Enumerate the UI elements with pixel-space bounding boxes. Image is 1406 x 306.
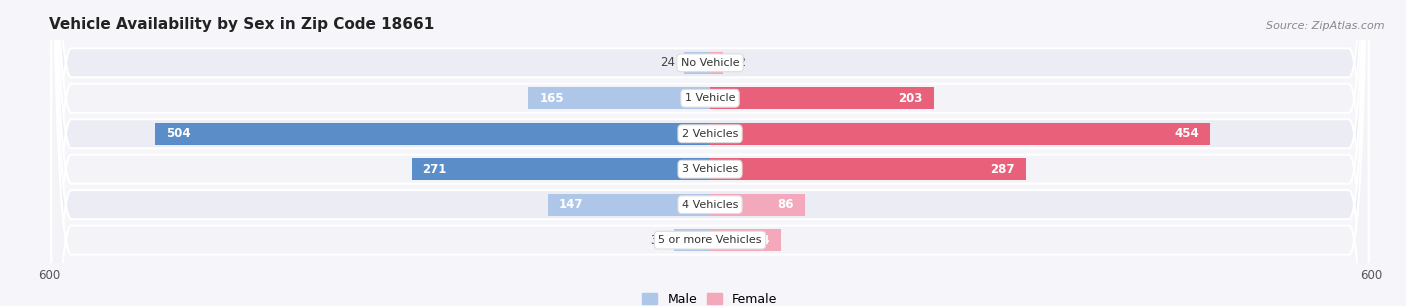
Text: 24: 24 xyxy=(659,56,675,69)
Text: 203: 203 xyxy=(898,92,922,105)
Bar xyxy=(548,194,710,216)
Bar xyxy=(710,229,780,251)
Bar xyxy=(412,158,710,180)
Text: 86: 86 xyxy=(778,198,794,211)
Text: 64: 64 xyxy=(754,233,769,247)
Text: 287: 287 xyxy=(991,163,1015,176)
Bar xyxy=(529,87,710,109)
Text: 33: 33 xyxy=(650,233,665,247)
FancyBboxPatch shape xyxy=(52,0,1368,306)
Text: Source: ZipAtlas.com: Source: ZipAtlas.com xyxy=(1267,21,1385,32)
Bar xyxy=(683,52,710,74)
Bar xyxy=(155,123,710,145)
Text: 5 or more Vehicles: 5 or more Vehicles xyxy=(658,235,762,245)
FancyBboxPatch shape xyxy=(52,0,1368,306)
Text: No Vehicle: No Vehicle xyxy=(681,58,740,68)
Bar xyxy=(710,123,1211,145)
Text: 454: 454 xyxy=(1174,127,1199,140)
FancyBboxPatch shape xyxy=(52,0,1368,306)
FancyBboxPatch shape xyxy=(52,0,1368,306)
Text: 3 Vehicles: 3 Vehicles xyxy=(682,164,738,174)
Text: Vehicle Availability by Sex in Zip Code 18661: Vehicle Availability by Sex in Zip Code … xyxy=(49,17,434,32)
FancyBboxPatch shape xyxy=(52,0,1368,306)
Text: 271: 271 xyxy=(423,163,447,176)
Bar xyxy=(710,52,723,74)
FancyBboxPatch shape xyxy=(52,0,1368,306)
Bar xyxy=(710,194,804,216)
Text: 1 Vehicle: 1 Vehicle xyxy=(685,93,735,103)
Bar xyxy=(673,229,710,251)
Text: 4 Vehicles: 4 Vehicles xyxy=(682,200,738,210)
Text: 12: 12 xyxy=(733,56,747,69)
Text: 165: 165 xyxy=(540,92,564,105)
Bar xyxy=(710,87,934,109)
Text: 2 Vehicles: 2 Vehicles xyxy=(682,129,738,139)
Text: 504: 504 xyxy=(166,127,191,140)
Bar xyxy=(710,158,1026,180)
Text: 147: 147 xyxy=(560,198,583,211)
Legend: Male, Female: Male, Female xyxy=(643,293,778,306)
